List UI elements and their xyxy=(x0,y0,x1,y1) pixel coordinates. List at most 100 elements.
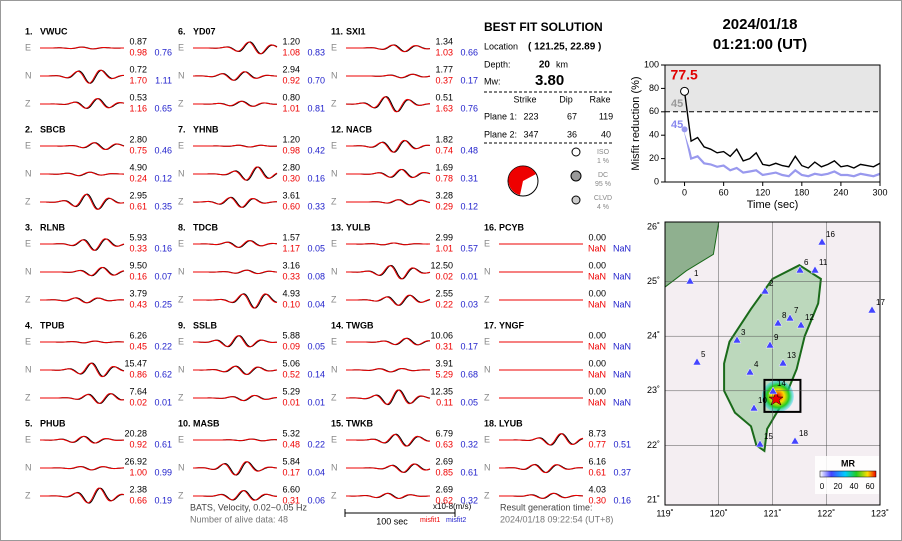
misfit2: NaN xyxy=(613,341,631,351)
component: Z xyxy=(331,98,337,108)
amplitude: 0.53 xyxy=(129,92,147,102)
lon-label: 123˚ xyxy=(871,508,889,518)
synthetic-trace xyxy=(346,492,430,499)
alive-count: Number of alive data: 48 xyxy=(190,514,288,524)
synthetic-trace xyxy=(40,297,124,304)
synthetic-trace xyxy=(346,168,431,179)
misfit2: 0.35 xyxy=(154,201,172,211)
scale-label: 100 sec xyxy=(376,516,408,526)
amplitude: 0.72 xyxy=(129,64,147,74)
misfit2: 0.05 xyxy=(307,243,325,253)
synthetic-trace xyxy=(346,242,430,246)
y-tick-label: 80 xyxy=(649,83,659,93)
station-number: 16. xyxy=(484,222,497,232)
amplitude: 2.55 xyxy=(435,288,453,298)
station-marker xyxy=(685,276,695,285)
station-number: 7. xyxy=(178,124,186,134)
generation-time: 2024/01/18 09:22:54 (UT+8) xyxy=(500,514,613,524)
generation-label: Result generation time: xyxy=(500,502,593,512)
synthetic-trace xyxy=(346,389,431,405)
method: BATS, Velocity, 0.02~0.05 Hz xyxy=(190,502,307,512)
synthetic-trace xyxy=(499,492,584,499)
misfit1: 1.03 xyxy=(435,47,453,57)
component-name: ISO xyxy=(597,149,610,156)
location-label: Location xyxy=(484,41,518,51)
station-name: SBCB xyxy=(40,124,66,134)
series-line xyxy=(683,129,881,178)
amplitude: 5.06 xyxy=(282,358,300,368)
misfit1: 0.30 xyxy=(282,173,300,183)
component: N xyxy=(484,266,491,276)
misfit1: 0.02 xyxy=(435,271,453,281)
misfit2: 1.11 xyxy=(155,75,172,85)
amplitude: 3.79 xyxy=(129,288,147,298)
component: E xyxy=(331,238,337,248)
station-name: LYUB xyxy=(499,418,523,428)
misfit1: 5.29 xyxy=(435,369,453,379)
synthetic-trace xyxy=(346,199,431,206)
station-number: 11. xyxy=(331,26,343,36)
misfit1: NaN xyxy=(588,341,606,351)
table-header: Rake xyxy=(589,94,610,104)
synthetic-trace xyxy=(499,433,584,446)
synthetic-trace xyxy=(40,466,124,471)
misfit1: 1.01 xyxy=(435,243,453,253)
plane-value: 223 xyxy=(523,111,538,121)
component: E xyxy=(25,336,31,346)
misfit1: 0.30 xyxy=(588,495,606,505)
amplitude: 6.79 xyxy=(435,428,453,438)
lon-label: 120˚ xyxy=(710,508,728,518)
amplitude: 2.94 xyxy=(282,64,300,74)
dc-icon xyxy=(570,170,582,182)
synthetic-trace xyxy=(193,239,278,248)
component: N xyxy=(331,70,338,80)
amplitude: 5.88 xyxy=(282,330,300,340)
location: ( 121.25, 22.89 ) xyxy=(528,42,601,53)
component: E xyxy=(178,336,184,346)
amplitude: 1.20 xyxy=(282,36,300,46)
component: E xyxy=(484,238,490,248)
synthetic-trace xyxy=(346,368,431,373)
misfit2: 0.37 xyxy=(613,467,631,477)
station-marker xyxy=(778,358,788,367)
start-point xyxy=(680,86,690,96)
depth: 20 xyxy=(539,60,551,71)
misfit2: 0.99 xyxy=(154,467,172,477)
misfit2: 0.01 xyxy=(307,397,325,407)
misfit1: 1.16 xyxy=(129,103,147,113)
amplitude: 5.29 xyxy=(282,386,300,396)
misfit2: 0.83 xyxy=(307,47,325,57)
amplitude: 15.47 xyxy=(124,358,147,368)
component: N xyxy=(25,266,32,276)
component-name: DC xyxy=(598,172,608,179)
plane-label: Plane 1: xyxy=(484,111,517,121)
lon-label: 122˚ xyxy=(817,508,835,518)
station-marker xyxy=(745,367,755,376)
misfit2: 0.01 xyxy=(154,397,172,407)
misfit2: NaN xyxy=(613,299,631,309)
station-label: 7 xyxy=(794,306,799,315)
amplitude: 7.64 xyxy=(129,386,147,396)
station-name: PCYB xyxy=(499,222,525,232)
misfit1: 0.33 xyxy=(129,243,147,253)
lat-label: 24˚ xyxy=(647,331,660,341)
misfit2: 0.06 xyxy=(307,495,325,505)
annotation: 45 xyxy=(671,98,683,110)
lon-label: 119˚ xyxy=(656,508,673,518)
annotation: 45 xyxy=(671,119,683,131)
amplitude: 2.69 xyxy=(435,484,453,494)
colorbar-title: MR xyxy=(841,458,855,468)
amplitude: 0.87 xyxy=(129,36,147,46)
misfit1: 0.78 xyxy=(435,173,453,183)
station-marker xyxy=(817,237,827,246)
misfit1: 0.52 xyxy=(282,369,300,379)
misfit1: 0.31 xyxy=(435,341,453,351)
synthetic-trace xyxy=(40,238,125,251)
misfit1: 0.16 xyxy=(129,271,147,281)
component: N xyxy=(331,168,338,178)
misfit2: 0.46 xyxy=(154,145,172,155)
station-number: 10. xyxy=(178,418,191,428)
amplitude: 3.91 xyxy=(435,358,453,368)
misfit1: 0.61 xyxy=(588,467,606,477)
component: E xyxy=(178,238,184,248)
